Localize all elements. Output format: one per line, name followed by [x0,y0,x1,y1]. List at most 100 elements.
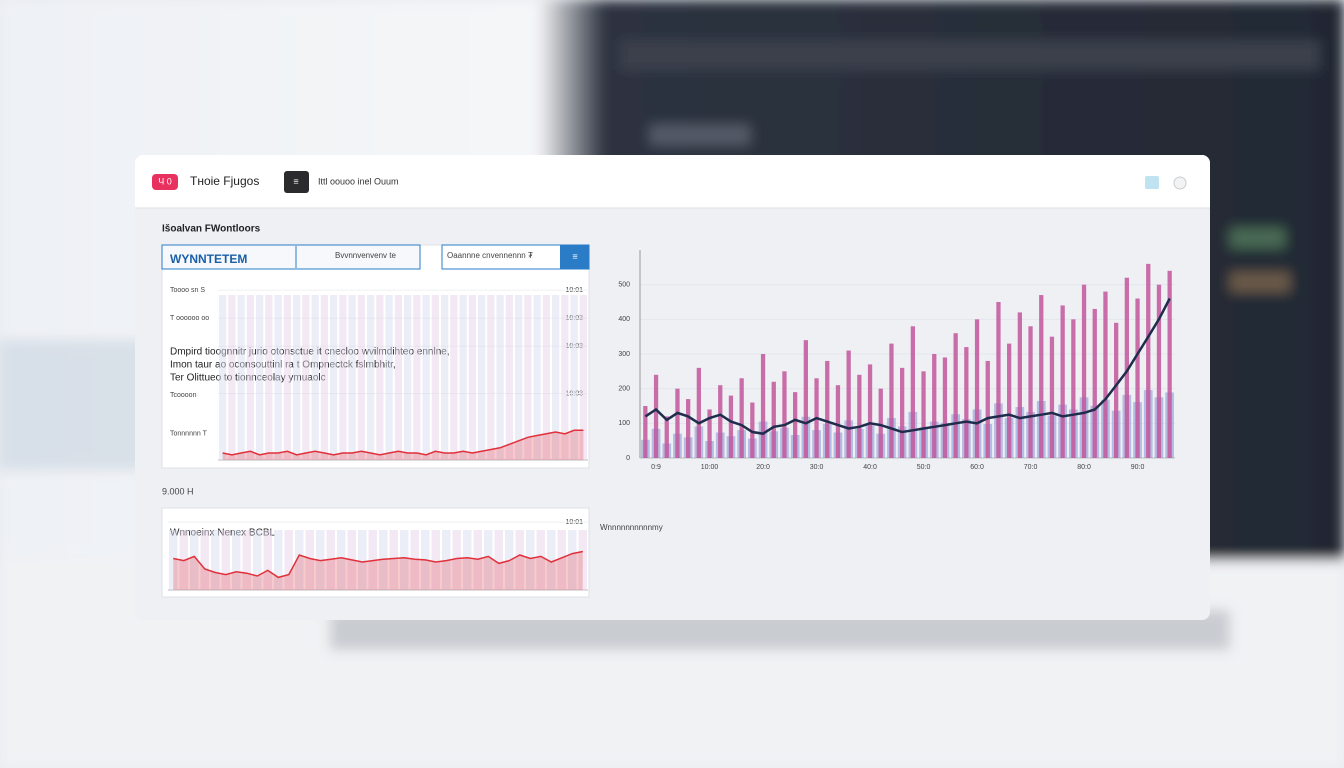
background-bar [320,295,328,460]
y-tick-label: Tcoooon [170,392,197,399]
background-bar [452,530,461,590]
bar [793,392,798,458]
background-bar [246,295,254,460]
bar [686,399,691,458]
area [173,551,583,590]
bar [1039,295,1044,458]
bar [921,371,926,458]
bar [1049,336,1055,458]
background-bar [557,530,566,590]
tab-active[interactable]: WYNNTETEM [170,252,247,266]
background-bar [422,295,430,460]
background-bar [547,530,556,590]
background-bar [211,530,220,590]
background-bar [228,295,236,460]
bar [974,319,980,458]
bar [889,343,894,458]
y-tick-label: Tonnnnnn T [170,431,208,438]
x-tick-label: 50:0 [917,464,931,471]
background-bar [348,295,356,460]
background-bar [400,530,409,590]
y-tick-label: 200 [618,386,630,393]
background-bar [200,530,209,590]
bar [696,367,701,458]
background-bar [570,295,578,460]
background-bar [169,530,178,590]
y-tick-label: T oooooo oo [170,315,209,322]
background-bar [284,530,293,590]
y-tick-label: Toooo sn S [170,287,205,294]
x-tick-label: 80:0 [1077,464,1091,471]
background-bar [385,295,393,460]
background-bar [302,295,310,460]
background-bar [578,530,587,590]
background-bar [478,295,486,460]
background-bar [274,530,283,590]
background-bar [431,530,440,590]
x-tick-label: 40:0 [863,464,877,471]
background-bar [337,530,346,590]
background-bar [487,295,495,460]
bar [1146,263,1151,458]
background-bar [459,295,467,460]
paragraph-line: Dmpird tioognnitr jurio otonsctue it cne… [170,347,450,358]
background-bar [410,530,419,590]
background-bar [221,530,230,590]
background-bar [494,530,503,590]
x-tick-label: 0:9 [651,464,661,471]
background-bar [515,530,524,590]
background-bar [450,295,458,460]
background-bar [367,295,375,460]
background-bar [357,295,365,460]
background-bar [330,295,338,460]
line [173,550,583,579]
bar [1081,284,1087,458]
x-tick-label: 90:0 [1131,464,1145,471]
bar [782,371,787,458]
bar [857,374,862,458]
bar [728,395,734,458]
tab[interactable]: Bvvnnvenvenv te [335,251,396,260]
background-bar [561,295,569,460]
dropdown-text[interactable]: Oaannne cnvennennn ₮ [447,251,533,260]
dropdown-button-text[interactable]: ≡ [572,251,577,261]
background-bar [496,295,504,460]
background-bar [463,530,472,590]
breadcrumb: Ittl oouoo inel Ouum [318,176,399,186]
background-bar [232,530,241,590]
badge-text: Ч 0 [158,176,172,186]
x-tick-label: 20:0 [756,464,770,471]
menu-button[interactable] [284,171,309,193]
background-bar [431,295,439,460]
bar [942,357,948,458]
background-bar [515,295,523,460]
paragraph-line: Imon taur ao oconsouttinl ra t Ompnectck… [170,360,396,371]
dropdown-button[interactable] [560,245,589,269]
x-tick-label: 70:0 [1024,464,1038,471]
area [222,430,584,460]
app-name: Tнoie Fjugos [190,174,259,188]
background-bar [256,295,264,460]
bar [900,367,905,458]
icon-button[interactable] [1173,176,1187,190]
icon-button[interactable] [1145,176,1159,189]
background-bar [274,295,282,460]
y-tick-label: 300 [618,351,630,358]
bar [1071,319,1076,458]
background-bar [413,295,421,460]
background-bar [526,530,535,590]
background-bar [394,295,402,460]
background-bar [293,295,301,460]
bar [953,333,958,458]
background-bar [265,295,273,460]
bar [675,388,680,458]
bar [1114,322,1119,458]
background-bar [190,530,199,590]
header-bar [135,155,1210,208]
bar [1060,305,1065,458]
bar [1092,308,1097,458]
menu-button-text[interactable]: ≡ [293,176,298,186]
bar [1156,284,1162,458]
background-bar [536,530,545,590]
